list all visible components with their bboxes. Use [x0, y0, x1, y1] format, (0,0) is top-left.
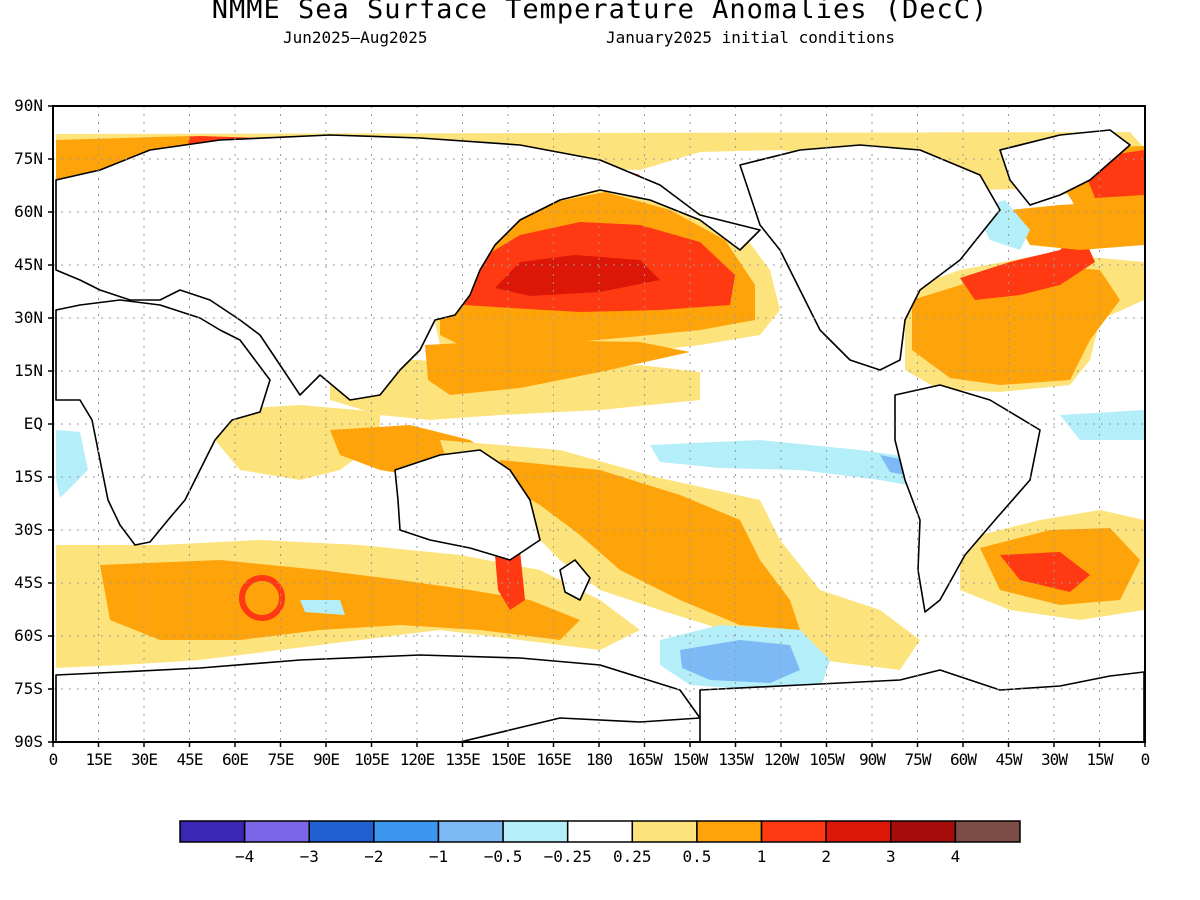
- colorbar-swatch: [243, 820, 310, 843]
- latitude-label: 45S: [14, 573, 43, 592]
- longitude-label: 45E: [176, 750, 204, 769]
- equatorial-atlantic-cool: [1060, 410, 1144, 440]
- longitude-label: 120W: [763, 750, 800, 769]
- latitude-label: 30S: [14, 520, 43, 539]
- longitude-label: 60W: [950, 750, 977, 769]
- longitude-label: 180: [586, 750, 613, 769]
- anomaly-field: [53, 106, 1145, 742]
- north-america: [739, 144, 1001, 371]
- longitude-label: 135E: [445, 750, 481, 769]
- continents: [55, 129, 1145, 742]
- colorbar-label: 4: [951, 847, 961, 866]
- longitude-label: 105W: [809, 750, 845, 769]
- initial-conditions: January2025 initial conditions: [606, 28, 895, 47]
- longitude-label: 45W: [995, 750, 1023, 769]
- colorbar-label: −0.25: [544, 847, 592, 866]
- latitude-label: EQ: [23, 414, 43, 433]
- colorbar-swatch: [437, 820, 504, 843]
- southern-indian-hotspot-ring: [239, 575, 285, 621]
- australia: [394, 449, 541, 561]
- colorbar-swatch: [566, 820, 634, 843]
- latitude-label: 75S: [14, 679, 43, 698]
- west-pacific-warm: [330, 360, 700, 420]
- colorbar-swatch: [179, 820, 246, 843]
- colorbar-swatch: [502, 820, 569, 843]
- map-title: NMME Sea Surface Temperature Anomalies (…: [211, 0, 989, 25]
- longitude-label: 150E: [490, 750, 527, 769]
- colorbar-swatch: [760, 820, 827, 843]
- greenland: [999, 129, 1131, 206]
- southern-pacific-cool-core: [680, 640, 800, 683]
- longitude-label: 60E: [222, 750, 249, 769]
- africa: [55, 299, 271, 546]
- north-atlantic-hotspot: [960, 228, 1095, 300]
- colorbar-label: 3: [886, 847, 896, 866]
- antarctica-east: [699, 669, 1145, 742]
- latitude-label: 60N: [14, 202, 43, 221]
- colorbar-swatch: [631, 820, 698, 843]
- antarctica-west: [55, 654, 701, 742]
- longitude-label: 90W: [859, 750, 886, 769]
- southern-indian-cool: [300, 600, 345, 615]
- tasman-hotspot: [495, 550, 525, 610]
- west-indian-cool: [56, 430, 88, 498]
- south-pacific-convergence-warm: [500, 460, 800, 630]
- kuroshio-extension-maximum: [495, 255, 660, 296]
- forecast-period: Jun2025—Aug2025: [283, 28, 428, 47]
- longitude-label: 15E: [85, 750, 113, 769]
- latitude-label: 75N: [14, 149, 43, 168]
- longitude-label: 90E: [313, 750, 340, 769]
- colorbar-swatch: [373, 820, 440, 843]
- latitude-label: 60S: [14, 626, 43, 645]
- longitude-label: 30W: [1041, 750, 1068, 769]
- longitude-label: 165E: [536, 750, 572, 769]
- longitude-label: 165W: [627, 750, 663, 769]
- longitude-label: 15W: [1086, 750, 1114, 769]
- colorbar-label: 1: [757, 847, 767, 866]
- colorbar-label: −3: [300, 847, 319, 866]
- south-america: [894, 384, 1041, 613]
- latitude-label: 90S: [14, 732, 43, 751]
- new-zealand: [559, 559, 591, 601]
- colorbar: −4 −3 −2 −1 −0.5 −0.25 0.25 0.5 1 2 3 4: [179, 820, 1021, 866]
- colorbar-label: −0.5: [484, 847, 523, 866]
- eurasia: [55, 134, 761, 401]
- longitude-label: 0: [1140, 750, 1151, 769]
- eastern-pacific-cool: [650, 440, 935, 490]
- longitude-label: 120E: [399, 750, 436, 769]
- colorbar-label: −1: [429, 847, 448, 866]
- latitude-label: 15S: [14, 467, 43, 486]
- subtropical-north-pacific-warm: [425, 340, 690, 395]
- north-atlantic-warm: [912, 265, 1120, 385]
- colorbar-swatch: [825, 820, 892, 843]
- longitude-label: 0: [48, 750, 59, 769]
- colorbar-swatch: [954, 820, 1021, 843]
- longitude-label: 75W: [904, 750, 932, 769]
- longitude-label: 105E: [354, 750, 390, 769]
- latitude-label: 90N: [14, 96, 43, 115]
- indian-ocean-warm: [215, 405, 380, 480]
- longitude-label: 75E: [267, 750, 295, 769]
- longitude-label: 150W: [672, 750, 709, 769]
- latitude-label: 45N: [14, 255, 43, 274]
- graticule: [53, 106, 1145, 742]
- latitude-label: 15N: [14, 361, 43, 380]
- longitude-label: 30E: [131, 750, 158, 769]
- colorbar-swatch: [308, 820, 375, 843]
- latitude-label: 30N: [14, 308, 43, 327]
- colorbar-label: 0.25: [613, 847, 652, 866]
- axis-ticks: [48, 105, 1146, 747]
- colorbar-swatch: [696, 820, 763, 843]
- colorbar-label: −4: [235, 847, 254, 866]
- colorbar-swatch: [890, 820, 957, 843]
- colorbar-label: −2: [364, 847, 383, 866]
- colorbar-label: 2: [821, 847, 831, 866]
- colorbar-label: 0.5: [682, 847, 711, 866]
- south-atlantic-hotspot: [1000, 552, 1090, 592]
- longitude-label: 135W: [718, 750, 754, 769]
